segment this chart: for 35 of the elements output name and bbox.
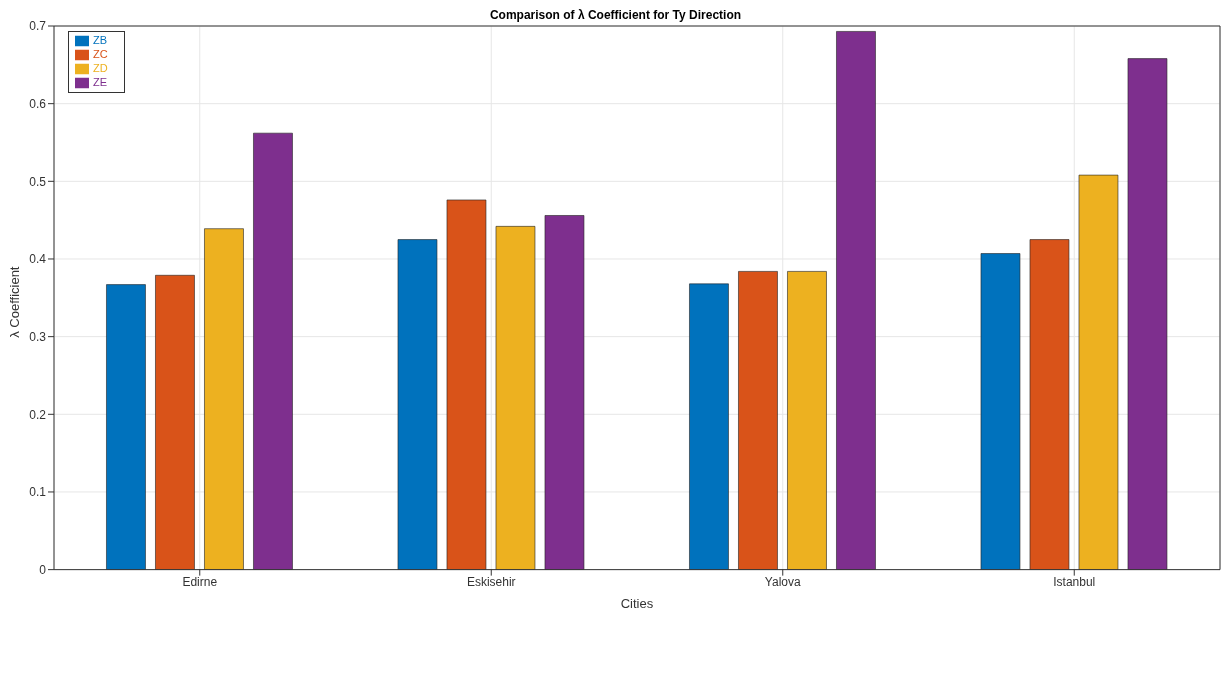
bar [1127, 58, 1168, 570]
bar [446, 199, 487, 570]
bar [106, 284, 146, 570]
bar [544, 215, 585, 570]
bar [1029, 239, 1070, 570]
legend-label: ZE [93, 76, 108, 89]
bar [253, 132, 293, 570]
y-tick-label: 0.4 [29, 252, 47, 267]
x-tick-label: Eskisehir [466, 575, 516, 590]
bar [980, 253, 1021, 570]
bar [689, 283, 729, 570]
bar [495, 226, 536, 570]
y-tick-label: 0.3 [29, 329, 47, 344]
bar [397, 239, 438, 570]
x-tick-label: Yalova [764, 575, 801, 590]
y-tick-label: 0 [39, 562, 47, 577]
bar [738, 271, 778, 570]
legend-label: ZC [93, 48, 108, 61]
bar [1078, 174, 1119, 570]
y-axis-title: λ Coefficient [6, 266, 22, 338]
x-tick-label: Istanbul [1053, 575, 1096, 590]
bar [787, 271, 827, 570]
y-tick-label: 0.7 [29, 19, 47, 34]
y-tick-label: 0.6 [29, 96, 47, 111]
x-axis-title: Cities [620, 595, 654, 611]
y-tick-label: 0.2 [29, 407, 47, 422]
y-tick-label: 0.5 [29, 174, 47, 189]
legend-label: ZB [93, 34, 108, 46]
bar [155, 274, 195, 570]
chart-title: Comparison of λ Coefficient for Ty Direction [489, 8, 742, 22]
x-tick-label: Edirne [182, 575, 218, 590]
bar [204, 228, 244, 570]
legend-label: ZD [93, 62, 108, 75]
bar [836, 31, 876, 570]
y-tick-label: 0.1 [29, 485, 47, 500]
